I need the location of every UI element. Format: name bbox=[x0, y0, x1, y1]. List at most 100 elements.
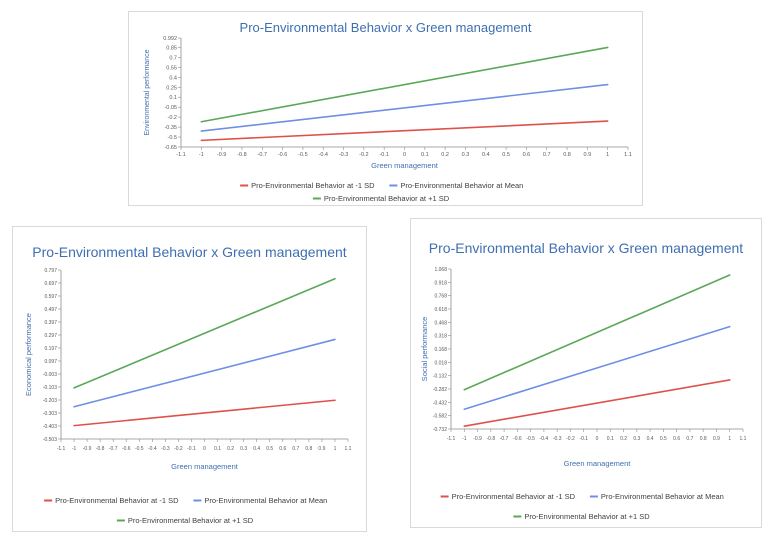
series-line bbox=[200, 46, 609, 123]
chart-svg: Pro-Environmental Behavior x Green manag… bbox=[144, 20, 632, 203]
y-tick-label: -0.282 bbox=[433, 387, 447, 393]
x-tick-label: -0.7 bbox=[258, 152, 267, 158]
x-tick-label: -0.4 bbox=[318, 152, 327, 158]
x-tick-label: -0.8 bbox=[487, 436, 496, 442]
x-tick-label: -0.6 bbox=[278, 152, 287, 158]
x-axis-label: Green management bbox=[171, 462, 239, 471]
y-tick-label: 0.597 bbox=[44, 294, 57, 300]
y-tick-label: -0.132 bbox=[433, 374, 447, 380]
x-tick-label: 0.5 bbox=[266, 446, 273, 452]
x-tick-label: 0.8 bbox=[563, 152, 571, 158]
y-tick-label: -0.432 bbox=[433, 400, 447, 406]
series-line bbox=[463, 274, 731, 391]
y-tick-label: -0.35 bbox=[164, 125, 177, 131]
x-tick-label: 1.1 bbox=[624, 152, 632, 158]
x-tick-label: 0.7 bbox=[543, 152, 551, 158]
y-tick-label: -0.5 bbox=[168, 135, 177, 141]
x-tick-label: -0.4 bbox=[148, 446, 157, 452]
x-tick-label: -0.1 bbox=[187, 446, 196, 452]
y-tick-label: 0.468 bbox=[434, 320, 447, 326]
y-tick-label: 0.697 bbox=[44, 281, 57, 287]
y-tick-label: 0.768 bbox=[434, 294, 447, 300]
x-tick-label: 0.4 bbox=[253, 446, 260, 452]
x-tick-label: 0.5 bbox=[660, 436, 667, 442]
y-tick-label: -0.582 bbox=[433, 414, 447, 420]
x-tick-label: -0.3 bbox=[553, 436, 562, 442]
y-tick-label: 0.55 bbox=[166, 65, 177, 71]
y-tick-label: 0.25 bbox=[166, 85, 177, 91]
x-tick-label: -0.5 bbox=[135, 446, 144, 452]
x-tick-label: 0.4 bbox=[482, 152, 490, 158]
x-tick-label: -1.1 bbox=[447, 436, 456, 442]
y-tick-label: -0.05 bbox=[164, 105, 177, 111]
x-tick-label: -0.9 bbox=[217, 152, 226, 158]
x-tick-label: -0.6 bbox=[513, 436, 522, 442]
series-line bbox=[73, 399, 336, 427]
x-axis-label: Green management bbox=[564, 459, 632, 468]
x-tick-label: -0.7 bbox=[109, 446, 118, 452]
series-line bbox=[200, 120, 609, 142]
x-tick-label: -1.1 bbox=[57, 446, 66, 452]
chart-svg: Pro-Environmental Behavior x Green manag… bbox=[24, 244, 352, 525]
legend-label: Pro-Environmental Behavior at +1 SD bbox=[324, 194, 450, 203]
y-tick-label: 0.018 bbox=[434, 360, 447, 366]
y-tick-label: 0.397 bbox=[44, 320, 57, 326]
x-tick-label: -0.8 bbox=[237, 152, 246, 158]
x-tick-label: -1 bbox=[72, 446, 77, 452]
x-tick-label: 0.6 bbox=[523, 152, 531, 158]
y-tick-label: 0.297 bbox=[44, 333, 57, 339]
y-tick-label: 0.7 bbox=[169, 55, 177, 61]
y-axis-label: Economical performance bbox=[24, 313, 33, 396]
x-tick-label: -0.4 bbox=[540, 436, 549, 442]
chart-title: Pro-Environmental Behavior x Green manag… bbox=[32, 244, 346, 260]
x-tick-label: -0.7 bbox=[500, 436, 509, 442]
x-tick-label: 1 bbox=[334, 446, 337, 452]
series-line bbox=[463, 325, 731, 411]
x-tick-label: 0.7 bbox=[686, 436, 693, 442]
y-tick-label: 0.797 bbox=[44, 268, 57, 274]
x-tick-label: 0.2 bbox=[227, 446, 234, 452]
x-tick-label: 0.8 bbox=[700, 436, 707, 442]
x-tick-label: 0.9 bbox=[713, 436, 720, 442]
y-tick-label: -0.103 bbox=[43, 385, 57, 391]
y-tick-label: 0.168 bbox=[434, 347, 447, 353]
chart-title: Pro-Environmental Behavior x Green manag… bbox=[429, 240, 743, 256]
legend-label: Pro-Environmental Behavior at +1 SD bbox=[128, 516, 254, 525]
legend-label: Pro-Environmental Behavior at Mean bbox=[400, 181, 523, 190]
x-tick-label: -1.1 bbox=[176, 152, 185, 158]
y-tick-label: -0.65 bbox=[164, 145, 177, 151]
y-tick-label: 0.918 bbox=[434, 280, 447, 286]
x-axis-label: Green management bbox=[371, 161, 439, 170]
series-line bbox=[463, 379, 731, 427]
x-tick-label: 0.3 bbox=[462, 152, 470, 158]
x-tick-label: 0.6 bbox=[673, 436, 680, 442]
y-tick-label: -0.003 bbox=[43, 372, 57, 378]
x-tick-label: -0.3 bbox=[161, 446, 170, 452]
y-tick-label: 0.992 bbox=[163, 36, 177, 42]
x-tick-label: 0.6 bbox=[279, 446, 286, 452]
y-tick-label: 0.197 bbox=[44, 346, 57, 352]
legend-label: Pro-Environmental Behavior at -1 SD bbox=[55, 496, 179, 505]
chart-svg: Pro-Environmental Behavior x Green manag… bbox=[420, 240, 747, 521]
x-tick-label: -0.6 bbox=[122, 446, 131, 452]
chart-panel-environmental: Pro-Environmental Behavior x Green manag… bbox=[128, 11, 643, 206]
x-tick-label: -0.1 bbox=[379, 152, 388, 158]
y-axis-label: Environmental performance bbox=[144, 49, 151, 135]
x-tick-label: -0.2 bbox=[566, 436, 575, 442]
y-tick-label: 0.097 bbox=[44, 359, 57, 365]
legend-label: Pro-Environmental Behavior at Mean bbox=[601, 492, 724, 501]
x-tick-label: 0.2 bbox=[620, 436, 627, 442]
x-tick-label: 1.1 bbox=[740, 436, 747, 442]
legend-label: Pro-Environmental Behavior at Mean bbox=[204, 496, 327, 505]
x-tick-label: 0 bbox=[403, 152, 406, 158]
y-tick-label: -0.403 bbox=[43, 424, 57, 430]
x-tick-label: 0 bbox=[203, 446, 206, 452]
series-line bbox=[73, 338, 336, 408]
y-tick-label: -0.732 bbox=[433, 427, 447, 433]
x-tick-label: 0.1 bbox=[214, 446, 221, 452]
legend-label: Pro-Environmental Behavior at -1 SD bbox=[452, 492, 576, 501]
y-tick-label: 1.068 bbox=[434, 267, 447, 273]
x-tick-label: 1 bbox=[606, 152, 609, 158]
series-line bbox=[73, 277, 336, 389]
x-tick-label: -0.5 bbox=[298, 152, 307, 158]
